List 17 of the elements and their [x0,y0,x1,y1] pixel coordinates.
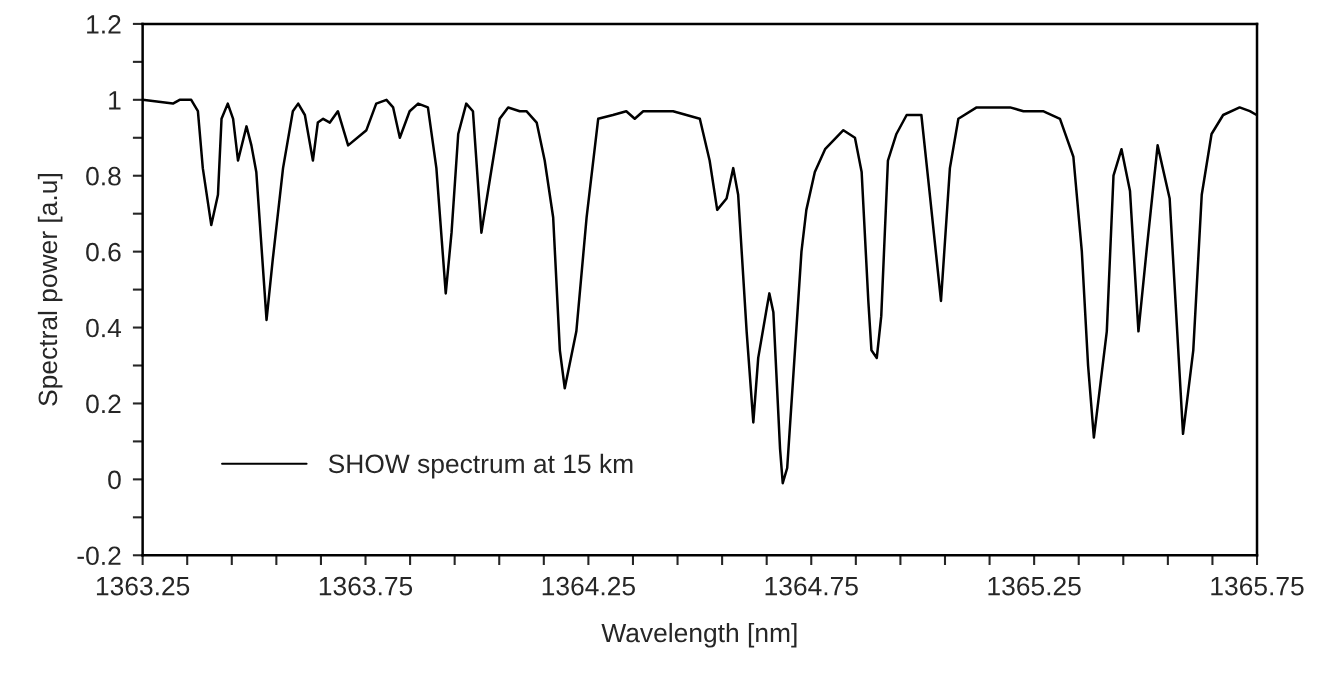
y-axis-title: Spectral power [a.u] [37,174,63,406]
x-tick-label: 1365.75 [1211,576,1304,596]
x-tick-label: 1363.25 [96,576,190,596]
x-axis-title: Wavelength [nm] [601,622,797,648]
y-tick-label: -0.2 [77,546,121,566]
y-tick-label: 0.8 [86,166,121,186]
y-tick-label: 0.6 [86,242,121,262]
x-tick-label: 1364.25 [542,576,635,596]
y-tick-label: 0.4 [86,318,122,338]
y-tick-label: 1.2 [87,15,121,34]
x-tick-label: 1365.25 [988,576,1081,596]
x-tick-label: 1363.75 [319,576,413,596]
y-tick-label: 0.2 [86,394,121,414]
x-tick-label: 1364.75 [765,576,858,596]
legend-label: SHOW spectrum at 15 km [328,453,633,479]
y-tick-label: 1 [109,91,121,110]
y-tick-label: 0 [108,470,121,490]
